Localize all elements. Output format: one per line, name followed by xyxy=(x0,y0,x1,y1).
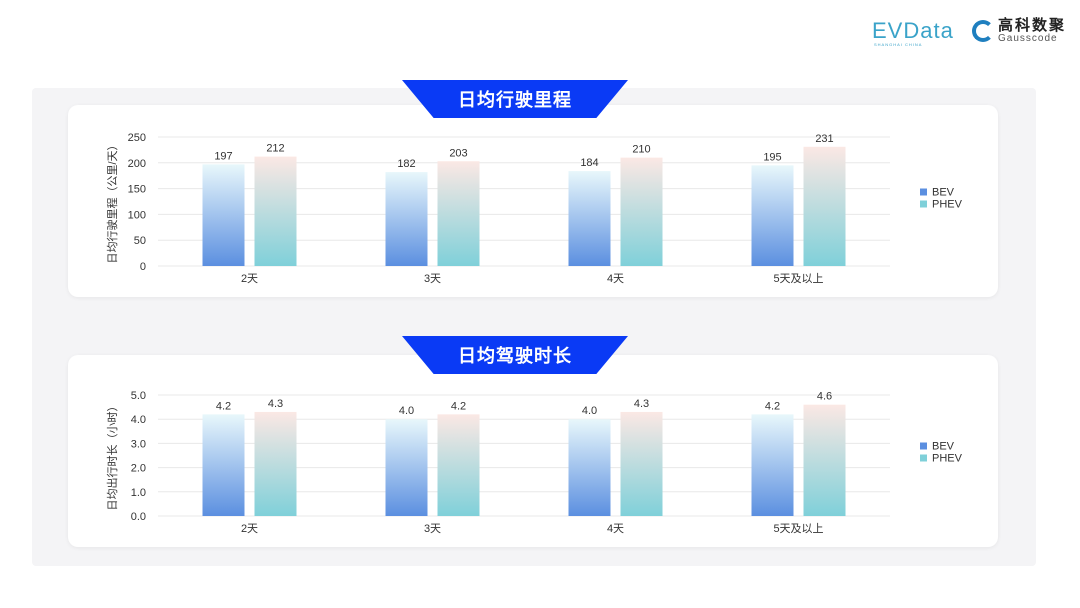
legend-swatch-phev xyxy=(920,200,927,208)
bar-phev xyxy=(620,411,663,516)
data-label: 4.3 xyxy=(268,398,283,410)
bar-bev xyxy=(202,164,245,266)
bar-phev xyxy=(254,411,297,516)
bar-bev xyxy=(751,165,794,266)
y-axis-label: 日均出行时长（小时） xyxy=(105,401,119,511)
legend-swatch-phev xyxy=(920,454,927,462)
x-tick-label: 2天 xyxy=(241,273,258,285)
data-label: 184 xyxy=(580,157,598,169)
bar-phev xyxy=(254,156,297,266)
y-tick-label: 100 xyxy=(128,209,146,221)
legend-label-bev: BEV xyxy=(932,187,955,199)
data-label: 212 xyxy=(266,143,284,155)
legend-swatch-bev xyxy=(920,188,927,196)
legend-swatch-bev xyxy=(920,442,927,450)
bar-bev xyxy=(385,172,428,266)
x-tick-label: 5天及以上 xyxy=(773,272,823,285)
data-label: 4.6 xyxy=(817,391,832,403)
mileage-title-banner: 日均行驶里程 xyxy=(402,80,628,118)
data-label: 4.2 xyxy=(765,400,780,412)
data-label: 210 xyxy=(632,144,650,156)
x-tick-label: 3天 xyxy=(424,273,441,285)
x-tick-label: 5天及以上 xyxy=(773,522,823,535)
bar-phev xyxy=(437,161,480,266)
evdata-logo: EVData SHANGHAI CHINA xyxy=(872,18,954,47)
bar-phev xyxy=(803,404,846,516)
mileage-chart: 0 50 100 150 200 250 日均行驶里程（公里/天） 2天 197 212 3天 182… xyxy=(105,132,963,285)
data-label: 182 xyxy=(397,158,415,170)
data-label: 4.2 xyxy=(451,400,466,412)
y-tick-label: 0.0 xyxy=(131,511,146,523)
duration-title-banner: 日均驾驶时长 xyxy=(402,336,628,374)
bar-phev xyxy=(803,146,846,266)
gausscode-logo: 高科数聚 Gausscode xyxy=(972,18,1066,44)
x-tick-label: 4天 xyxy=(607,273,624,285)
x-tick-label: 2天 xyxy=(241,523,258,535)
data-label: 231 xyxy=(815,133,833,145)
bar-bev xyxy=(568,419,611,516)
y-tick-label: 0 xyxy=(140,261,146,273)
data-label: 4.0 xyxy=(399,405,414,417)
bar-phev xyxy=(620,157,663,266)
y-tick-label: 4.0 xyxy=(131,414,146,426)
legend-label-phev: PHEV xyxy=(932,199,963,211)
bar-phev xyxy=(437,414,480,516)
y-tick-label: 50 xyxy=(134,235,146,247)
legend-label-bev: BEV xyxy=(932,441,955,453)
bar-bev xyxy=(751,414,794,516)
legend-label-phev: PHEV xyxy=(932,453,963,465)
data-label: 195 xyxy=(763,151,781,163)
x-tick-label: 3天 xyxy=(424,523,441,535)
data-label: 203 xyxy=(449,147,467,159)
y-tick-label: 2.0 xyxy=(131,463,146,475)
y-tick-label: 1.0 xyxy=(131,487,146,499)
data-label: 197 xyxy=(214,150,232,162)
data-label: 4.0 xyxy=(582,405,597,417)
y-tick-label: 5.0 xyxy=(131,390,146,402)
y-axis-label: 日均行驶里程（公里/天） xyxy=(105,139,119,263)
y-tick-label: 250 xyxy=(128,132,146,144)
data-label: 4.3 xyxy=(634,398,649,410)
y-tick-label: 150 xyxy=(128,184,146,196)
data-label: 4.2 xyxy=(216,400,231,412)
bar-bev xyxy=(202,414,245,516)
y-tick-label: 200 xyxy=(128,158,146,170)
bar-bev xyxy=(568,171,611,266)
bar-bev xyxy=(385,419,428,516)
gausscode-mark-icon xyxy=(972,20,994,42)
y-tick-label: 3.0 xyxy=(131,438,146,450)
duration-chart: 0.0 1.0 2.0 3.0 4.0 5.0 日均出行时长（小时） 2天 4.2 4.3 3天 4.… xyxy=(105,390,963,535)
x-tick-label: 4天 xyxy=(607,523,624,535)
